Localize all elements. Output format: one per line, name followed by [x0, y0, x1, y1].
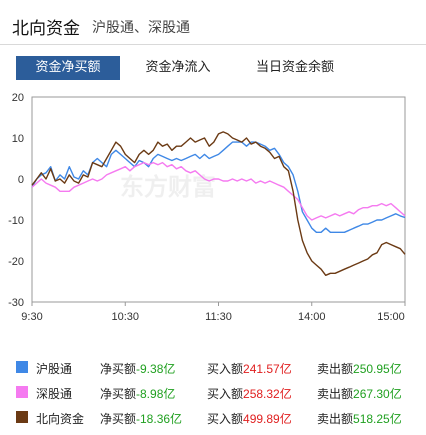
net-buy-cell: 净买额-9.38亿	[100, 360, 175, 377]
y-tick-label: 20	[12, 92, 24, 104]
net-buy-cell: 净买额-8.98亿	[100, 385, 175, 402]
x-axis: 9:30 10:30 11:30 14:00 15:00	[21, 302, 406, 323]
series-line-sgt	[31, 161, 406, 221]
plot-frame	[31, 96, 406, 303]
legend-name: 北向资金	[36, 412, 85, 426]
tab-net-inflow[interactable]: 资金净流入	[145, 59, 211, 74]
net-buy-label: 净买额	[100, 387, 137, 401]
y-tick-label: -10	[8, 215, 24, 227]
y-axis: 20 10 0 -10 -20 -30	[8, 92, 24, 309]
page-subtitle: 沪股通、深股通	[92, 19, 190, 35]
legend-swatch-north	[16, 411, 28, 423]
x-tick-label: 14:00	[298, 311, 326, 323]
tab-bar: 资金净买额 资金净流入 当日资金余额	[0, 56, 426, 80]
page-title: 北向资金	[12, 19, 80, 38]
net-buy-cell: 净买额-18.36亿	[100, 410, 182, 427]
active-tab-indicator	[16, 78, 120, 80]
header-divider	[0, 44, 426, 45]
tab-net-buy[interactable]: 资金净买额	[16, 56, 120, 78]
x-tick-label: 11:30	[205, 311, 232, 323]
series-line-hgt	[31, 141, 406, 234]
x-tick-label: 15:00	[377, 311, 405, 323]
buy-value: 258.32亿	[243, 387, 292, 401]
chart-watermark: 东方财富	[120, 173, 216, 201]
legend-name: 沪股通	[36, 362, 73, 376]
x-tick-label: 10:30	[111, 311, 139, 323]
legend-swatch-sgt	[16, 386, 28, 398]
y-tick-label: 10	[12, 133, 24, 145]
line-chart: 东方财富 20 10 0 -10 -20 -30 9:30 10:30 11:30 14:00 1…	[8, 92, 406, 323]
buy-value: 499.89亿	[243, 412, 292, 426]
buy-cell: 买入额258.32亿	[207, 385, 292, 402]
sell-label: 卖出额	[317, 412, 354, 426]
y-tick-label: -20	[8, 256, 24, 268]
buy-value: 241.57亿	[243, 362, 292, 376]
buy-label: 买入额	[207, 412, 244, 426]
buy-cell: 买入额241.57亿	[207, 360, 292, 377]
series-line-north	[31, 131, 406, 277]
net-buy-value: -8.98亿	[136, 387, 176, 401]
sell-value: 518.25亿	[353, 412, 402, 426]
sell-value: 250.95亿	[353, 362, 402, 376]
x-tick-label: 9:30	[21, 311, 42, 323]
buy-label: 买入额	[207, 362, 244, 376]
net-buy-label: 净买额	[100, 412, 137, 426]
sell-cell: 卖出额250.95亿	[317, 360, 402, 377]
legend-row-hgt: 沪股通 净买额-9.38亿 买入额241.57亿 卖出额250.95亿	[0, 358, 426, 378]
legend-row-sgt: 深股通 净买额-8.98亿 买入额258.32亿 卖出额267.30亿	[0, 383, 426, 403]
sell-label: 卖出额	[317, 362, 354, 376]
header: 北向资金 沪股通、深股通	[0, 0, 426, 44]
tab-daily-balance[interactable]: 当日资金余额	[255, 59, 334, 74]
legend-name: 深股通	[36, 387, 73, 401]
legend-row-north: 北向资金 净买额-18.36亿 买入额499.89亿 卖出额518.25亿	[0, 408, 426, 428]
y-tick-label: 0	[18, 174, 24, 186]
net-buy-label: 净买额	[100, 362, 137, 376]
sell-cell: 卖出额267.30亿	[317, 385, 402, 402]
sell-label: 卖出额	[317, 387, 354, 401]
net-buy-value: -18.36亿	[136, 412, 183, 426]
sell-cell: 卖出额518.25亿	[317, 410, 402, 427]
y-tick-label: -30	[8, 297, 24, 309]
sell-value: 267.30亿	[353, 387, 402, 401]
legend-swatch-hgt	[16, 361, 28, 373]
net-buy-value: -9.38亿	[136, 362, 176, 376]
series-group	[31, 131, 406, 277]
buy-label: 买入额	[207, 387, 244, 401]
buy-cell: 买入额499.89亿	[207, 410, 292, 427]
